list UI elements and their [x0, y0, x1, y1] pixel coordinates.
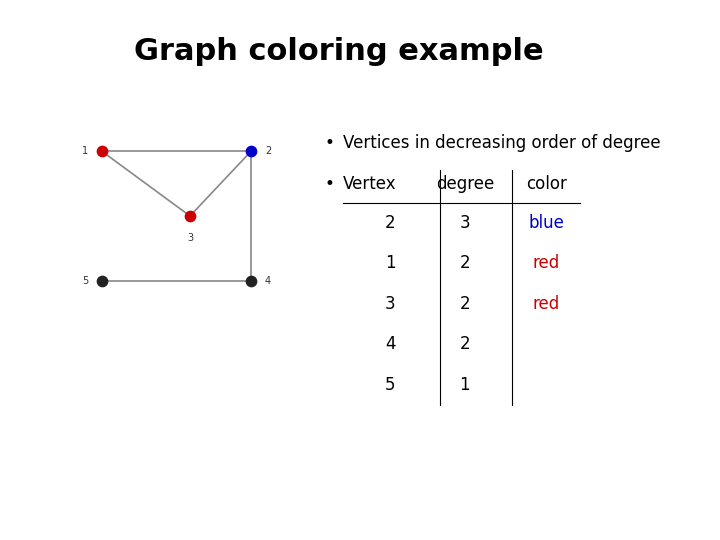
Text: red: red	[533, 295, 560, 313]
Text: blue: blue	[528, 214, 564, 232]
Text: 2: 2	[265, 146, 271, 156]
Text: 3: 3	[459, 214, 470, 232]
Text: 2: 2	[459, 254, 470, 272]
Text: 5: 5	[81, 276, 88, 286]
Text: 5: 5	[385, 376, 395, 394]
Text: 3: 3	[187, 233, 193, 242]
Text: 2: 2	[385, 214, 395, 232]
Text: •: •	[325, 134, 335, 152]
Point	[96, 147, 107, 156]
Text: 2: 2	[459, 335, 470, 353]
Text: •: •	[325, 174, 335, 193]
Text: 1: 1	[459, 376, 470, 394]
Text: red: red	[533, 254, 560, 272]
Point	[96, 276, 107, 285]
Text: 1: 1	[385, 254, 395, 272]
Text: 4: 4	[265, 276, 271, 286]
Point	[246, 276, 257, 285]
Text: color: color	[526, 174, 567, 193]
Text: Vertex: Vertex	[343, 174, 396, 193]
Point	[184, 212, 196, 220]
Text: 2: 2	[459, 295, 470, 313]
Text: degree: degree	[436, 174, 494, 193]
Text: Graph coloring example: Graph coloring example	[135, 37, 544, 66]
Point	[246, 147, 257, 156]
Text: 3: 3	[385, 295, 395, 313]
Text: 4: 4	[385, 335, 395, 353]
Text: 1: 1	[82, 146, 88, 156]
Text: Vertices in decreasing order of degree: Vertices in decreasing order of degree	[343, 134, 660, 152]
